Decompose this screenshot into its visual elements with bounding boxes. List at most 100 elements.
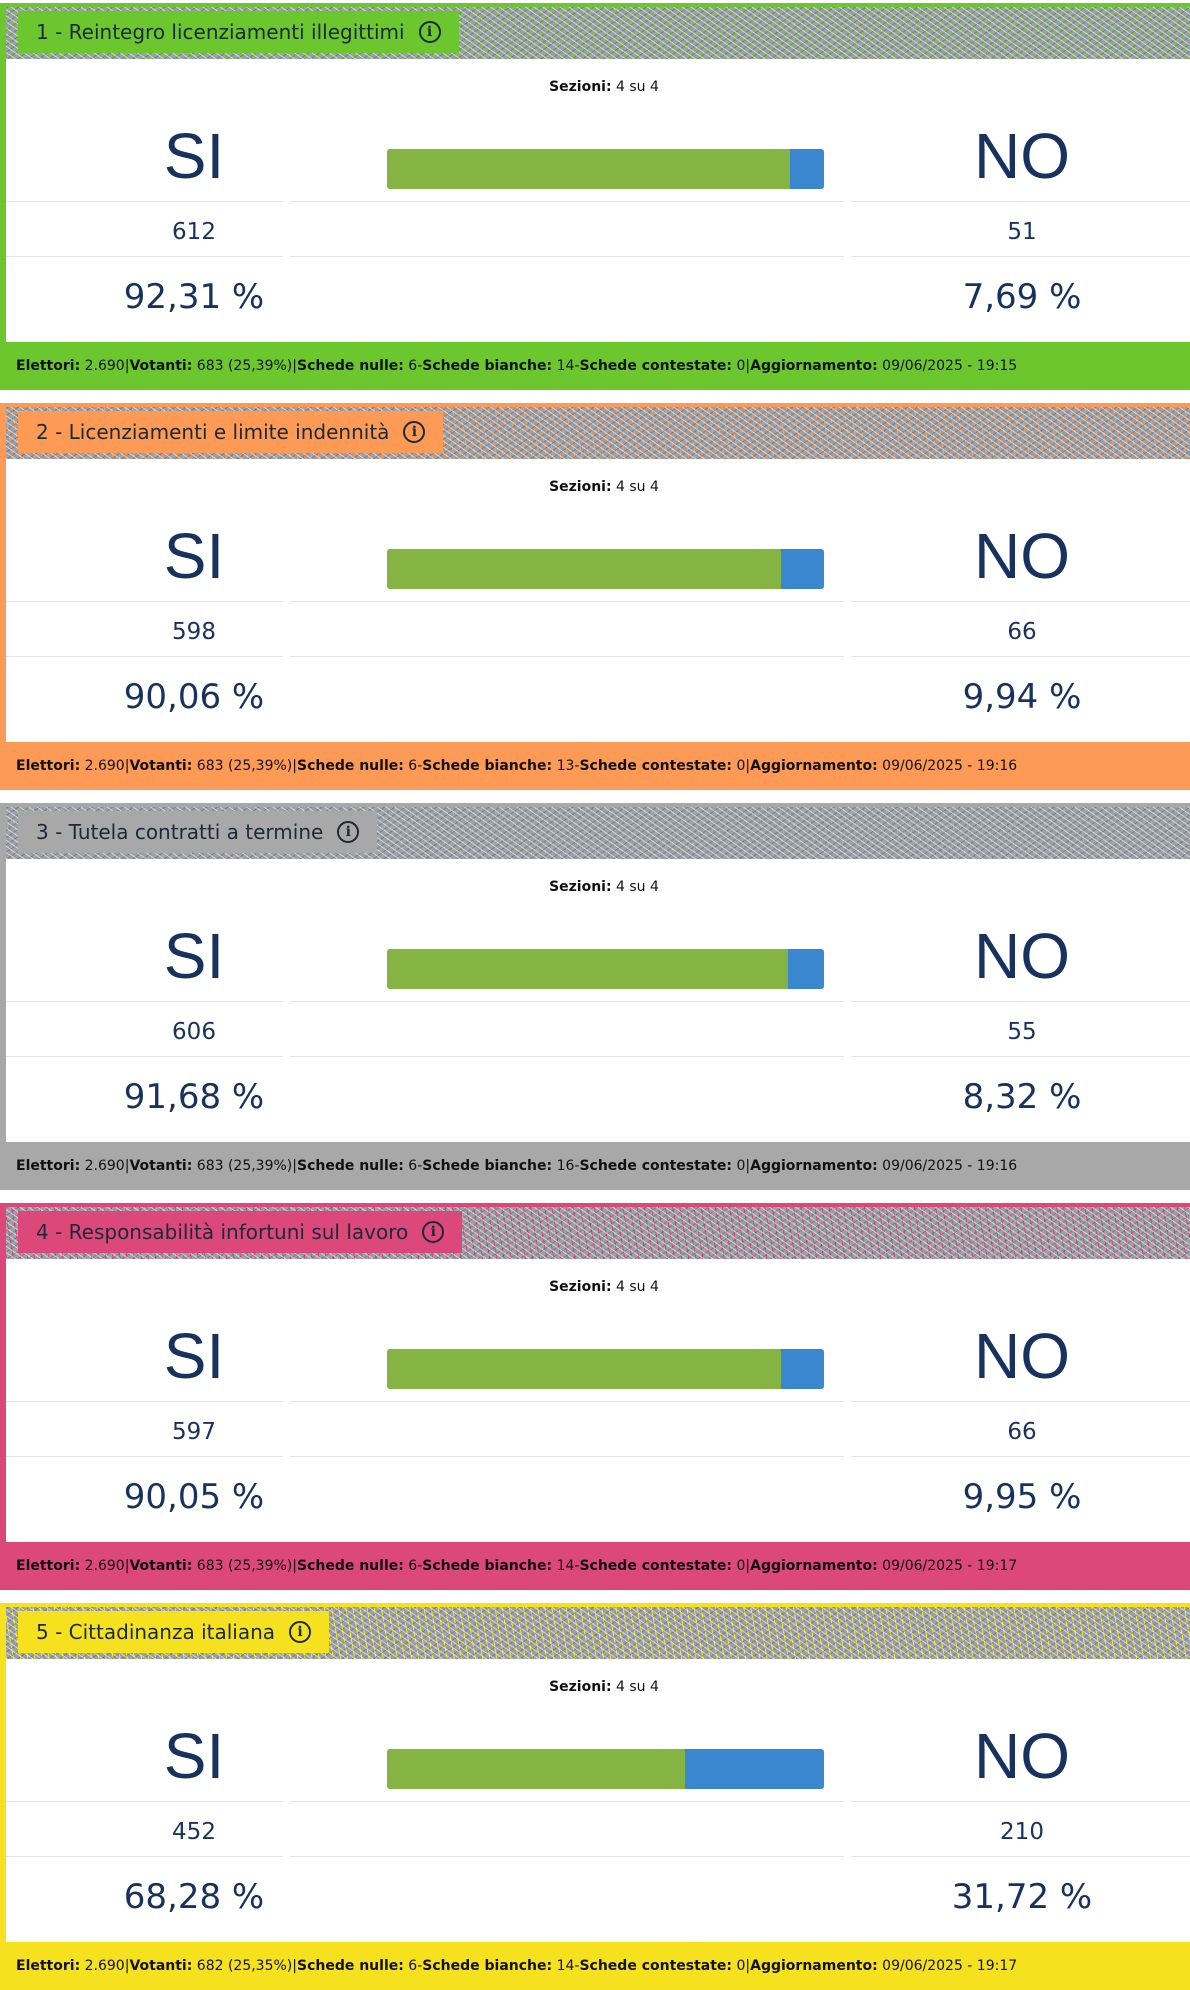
card-footer-stats: Elettori: 2.690 | Votanti: 683 (25,39%) … [6, 342, 1190, 390]
aggiornamento-value: 09/06/2025 - 19:16 [882, 758, 1018, 774]
bianche-value: 16 [556, 1158, 575, 1174]
sezioni-value: 4 su 4 [616, 79, 659, 95]
elettori-value: 2.690 [84, 358, 125, 374]
aggiornamento-value: 09/06/2025 - 19:16 [882, 1158, 1018, 1174]
divider [290, 1056, 844, 1057]
contestate-value: 0 [736, 1158, 746, 1174]
sezioni-label: Sezioni: [549, 1279, 612, 1295]
divider [6, 1001, 283, 1002]
info-icon[interactable]: i [289, 1621, 312, 1643]
si-label: SI [163, 920, 225, 992]
no-vote-count: 66 [1007, 1419, 1037, 1445]
elettori-label: Elettori: [16, 358, 81, 374]
separator: - [417, 1158, 423, 1174]
referendum-title-tab: 2 - Licenziamenti e limite indennità i [18, 411, 444, 453]
no-vote-count: 51 [1007, 219, 1037, 245]
votanti-label: Votanti: [129, 1558, 193, 1574]
bianche-label: Schede bianche: [422, 1158, 553, 1174]
nulle-value: 6 [408, 358, 418, 374]
divider [6, 256, 283, 257]
si-vote-count: 612 [172, 219, 216, 245]
card-footer-stats: Elettori: 2.690 | Votanti: 683 (25,39%) … [6, 1142, 1190, 1190]
elettori-value: 2.690 [84, 1958, 125, 1974]
no-label: NO [974, 1320, 1070, 1392]
bianche-value: 14 [556, 358, 575, 374]
divider [6, 1456, 283, 1457]
separator: - [417, 358, 423, 374]
si-vote-count: 597 [172, 1419, 216, 1445]
aggiornamento-label: Aggiornamento: [750, 758, 878, 774]
card-header: 2 - Licenziamenti e limite indennità i [6, 407, 1190, 459]
divider [6, 1401, 283, 1402]
votanti-value: 683 (25,39%) [196, 1558, 293, 1574]
no-percentage: 8,32 % [962, 1077, 1082, 1117]
elettori-label: Elettori: [16, 1158, 81, 1174]
nulle-label: Schede nulle: [296, 758, 404, 774]
si-vote-count: 452 [172, 1819, 216, 1845]
aggiornamento-label: Aggiornamento: [750, 1958, 878, 1974]
referendum-title-tab: 3 - Tutela contratti a termine i [18, 811, 378, 853]
referendum-title-tab: 4 - Responsabilità infortuni sul lavoro … [18, 1211, 463, 1253]
votanti-label: Votanti: [129, 1158, 193, 1174]
nulle-label: Schede nulle: [296, 358, 404, 374]
nulle-value: 6 [408, 758, 418, 774]
no-percentage: 9,95 % [962, 1477, 1082, 1517]
card-body: Sezioni: 4 su 4 SI NO 612 51 92,31 % 7,6… [6, 59, 1190, 342]
si-percentage: 90,06 % [123, 677, 265, 717]
referendum-title-tab: 5 - Cittadinanza italiana i [18, 1611, 330, 1653]
separator: | [124, 1158, 130, 1174]
contestate-label: Schede contestate: [579, 1958, 733, 1974]
result-bar [387, 549, 824, 589]
si-vote-count: 606 [172, 1019, 216, 1045]
info-icon[interactable]: i [418, 21, 441, 43]
info-icon[interactable]: i [337, 821, 360, 843]
separator: | [745, 358, 751, 374]
referendum-title: 5 - Cittadinanza italiana [36, 1620, 276, 1644]
nulle-value: 6 [408, 1558, 418, 1574]
contestate-value: 0 [736, 1558, 746, 1574]
divider [6, 601, 283, 602]
sezioni-label: Sezioni: [549, 79, 612, 95]
separator: | [745, 758, 751, 774]
elettori-label: Elettori: [16, 1558, 81, 1574]
card-header: 5 - Cittadinanza italiana i [6, 1607, 1190, 1659]
card-footer-stats: Elettori: 2.690 | Votanti: 683 (25,39%) … [6, 742, 1190, 790]
nulle-label: Schede nulle: [296, 1958, 404, 1974]
elettori-label: Elettori: [16, 758, 81, 774]
divider [290, 1801, 844, 1802]
card-body: Sezioni: 4 su 4 SI NO 452 210 68,28 % 31… [6, 1659, 1190, 1942]
separator: - [574, 1958, 580, 1974]
divider [290, 256, 844, 257]
separator: | [124, 758, 130, 774]
info-icon[interactable]: i [403, 421, 426, 443]
card-footer-stats: Elettori: 2.690 | Votanti: 682 (25,35%) … [6, 1942, 1190, 1990]
nulle-label: Schede nulle: [296, 1558, 404, 1574]
card-header: 4 - Responsabilità infortuni sul lavoro … [6, 1207, 1190, 1259]
sezioni-counter: Sezioni: 4 su 4 [6, 1279, 1190, 1295]
bianche-label: Schede bianche: [422, 358, 553, 374]
divider [6, 1801, 283, 1802]
result-bar [387, 949, 824, 989]
no-label: NO [974, 920, 1070, 992]
result-bar-si-fill [387, 149, 791, 189]
separator: | [292, 1158, 297, 1174]
si-label: SI [163, 520, 225, 592]
divider [851, 1001, 1190, 1002]
info-icon[interactable]: i [422, 1221, 445, 1243]
separator: - [574, 1558, 580, 1574]
result-bar [387, 1749, 824, 1789]
votanti-value: 683 (25,39%) [196, 758, 293, 774]
sezioni-label: Sezioni: [549, 479, 612, 495]
referendum-title: 1 - Reintegro licenziamenti illegittimi [36, 20, 405, 44]
divider [851, 1456, 1190, 1457]
si-percentage: 91,68 % [123, 1077, 265, 1117]
divider [290, 656, 844, 657]
votanti-value: 683 (25,39%) [196, 358, 293, 374]
separator: - [574, 758, 580, 774]
elettori-value: 2.690 [84, 1158, 125, 1174]
sezioni-counter: Sezioni: 4 su 4 [6, 479, 1190, 495]
separator: | [124, 358, 130, 374]
divider [290, 601, 844, 602]
sezioni-label: Sezioni: [549, 879, 612, 895]
divider [6, 201, 283, 202]
